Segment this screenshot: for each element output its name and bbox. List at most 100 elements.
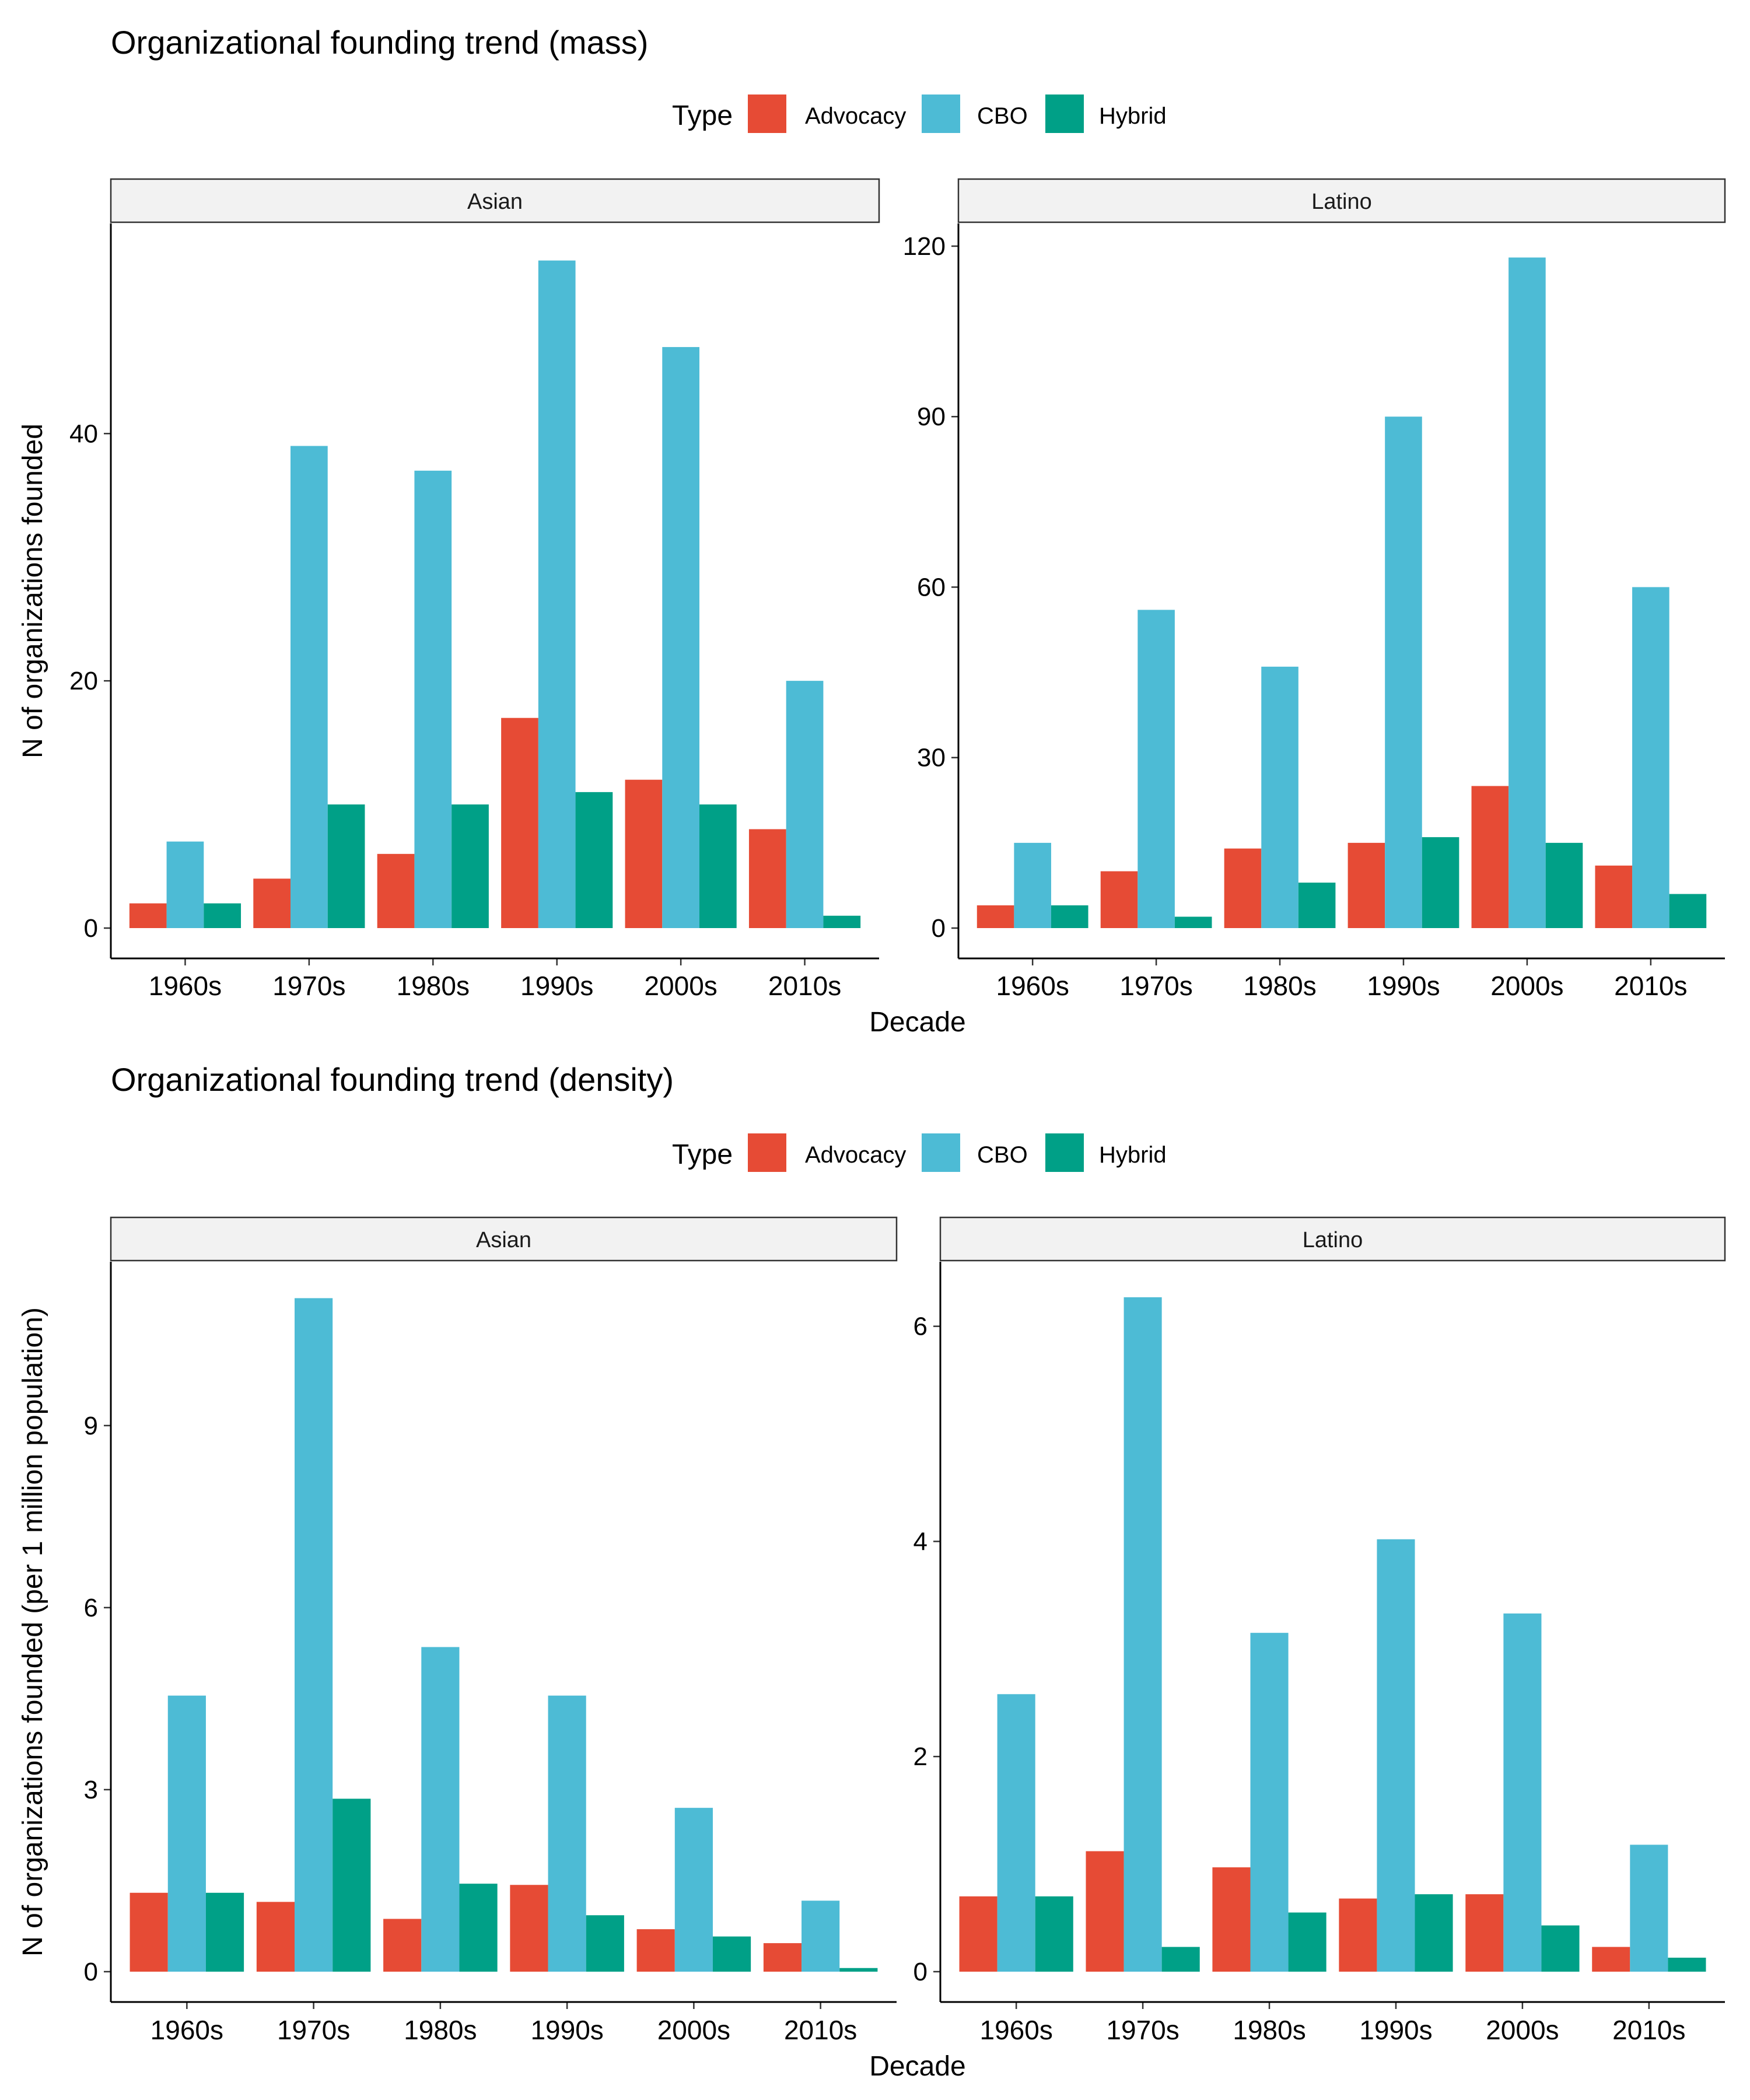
x-axis-label: Decade: [869, 2051, 965, 2082]
x-tick-label: 1990s: [1367, 971, 1440, 1001]
bar-advocacy-1980s: [1224, 848, 1262, 928]
bar-hybrid-1980s: [459, 1884, 498, 1972]
bar-cbo-1990s: [538, 260, 576, 928]
facet-strip-label: Asian: [476, 1228, 531, 1252]
legend-key-advocacy: [748, 1133, 786, 1172]
bar-cbo-1990s: [1385, 416, 1422, 928]
bar-hybrid-2000s: [1545, 842, 1583, 928]
bar-cbo-2010s: [1630, 1845, 1668, 1972]
bar-cbo-1960s: [166, 841, 204, 928]
y-tick-label: 120: [903, 232, 946, 261]
bar-cbo-2000s: [1508, 257, 1546, 928]
y-tick-label: 0: [84, 1958, 98, 1986]
bar-cbo-1970s: [1138, 610, 1175, 928]
legend-key-hybrid: [1045, 1133, 1084, 1172]
bar-advocacy-1990s: [501, 718, 538, 928]
x-tick-label: 1960s: [979, 2015, 1052, 2045]
legend-key-cbo: [922, 1133, 960, 1172]
x-tick-label: 2000s: [1490, 971, 1563, 1001]
bar-hybrid-1980s: [452, 804, 489, 928]
bar-hybrid-1990s: [1415, 1894, 1453, 1972]
y-tick-label: 40: [69, 419, 98, 448]
bar-advocacy-2010s: [763, 1943, 802, 1972]
bar-advocacy-2000s: [625, 779, 663, 928]
facet-strip: [110, 178, 880, 223]
legend-label-hybrid: Hybrid: [1099, 1142, 1167, 1168]
x-tick-label: 1960s: [149, 971, 222, 1001]
bar-advocacy-1960s: [130, 1892, 168, 1972]
bar-hybrid-1980s: [1298, 883, 1336, 928]
legend-label-hybrid: Hybrid: [1099, 103, 1167, 129]
y-tick-label: 9: [84, 1412, 98, 1440]
x-tick-label: 2000s: [657, 2015, 730, 2045]
facet-strip: [939, 1216, 1726, 1262]
panel-asian: Asian 1960s 1970s 1980s 1990s 2000s 2010s 0 20 40: [69, 178, 880, 1001]
y-tick-label: 90: [917, 402, 946, 431]
bar-advocacy-2010s: [748, 829, 786, 928]
y-axis-label: N of organizations founded (per 1 millio…: [18, 1307, 48, 1957]
chart-title: Organizational founding trend (density): [111, 1061, 674, 1098]
bar-advocacy-1970s: [256, 1902, 295, 1972]
x-tick-label: 2010s: [1614, 971, 1687, 1001]
bar-advocacy-1970s: [1100, 871, 1138, 928]
bar-hybrid-1960s: [204, 903, 242, 928]
bar-hybrid-1980s: [1288, 1912, 1326, 1972]
bar-cbo-1980s: [1250, 1633, 1289, 1972]
legend-label-cbo: CBO: [977, 1142, 1028, 1168]
bar-cbo-2000s: [674, 1808, 713, 1972]
bar-hybrid-1960s: [1035, 1896, 1073, 1972]
x-tick-label: 2010s: [768, 971, 841, 1001]
bar-hybrid-2010s: [1668, 1958, 1706, 1972]
legend-key-advocacy: [748, 94, 786, 133]
chart-title: Organizational founding trend (mass): [111, 24, 648, 61]
x-tick-label: 1960s: [150, 2015, 223, 2045]
y-tick-label: 0: [932, 914, 946, 943]
x-tick-label: 1970s: [1106, 2015, 1179, 2045]
bar-hybrid-1970s: [1174, 916, 1212, 928]
panel-asian: Asian 1960s 1970s 1980s 1990s 2000s 2010s 0 3 6 9: [84, 1216, 898, 2045]
x-tick-label: 1980s: [397, 971, 470, 1001]
y-axis-label: N of organizations founded: [18, 424, 48, 758]
legend-key-hybrid: [1045, 94, 1084, 133]
bar-cbo-1960s: [167, 1695, 206, 1972]
x-tick-label: 1970s: [277, 2015, 350, 2045]
bar-hybrid-2010s: [823, 915, 861, 928]
bar-advocacy-2000s: [636, 1929, 675, 1972]
bar-cbo-1970s: [295, 1298, 333, 1972]
bar-cbo-2010s: [802, 1901, 840, 1972]
legend: Type Advocacy CBO Hybrid: [672, 1133, 1167, 1172]
x-tick-label: 2000s: [1486, 2015, 1559, 2045]
bar-advocacy-1960s: [977, 905, 1014, 928]
bar-advocacy-2000s: [1465, 1894, 1504, 1972]
bar-cbo-1970s: [1124, 1297, 1162, 1972]
bar-cbo-1980s: [1261, 666, 1298, 928]
bar-hybrid-1970s: [327, 804, 365, 928]
x-tick-label: 1980s: [404, 2015, 477, 2045]
bar-hybrid-1990s: [575, 792, 613, 928]
x-tick-label: 1960s: [996, 971, 1069, 1001]
x-tick-label: 1980s: [1243, 971, 1316, 1001]
bar-cbo-1980s: [421, 1647, 460, 1972]
bar-hybrid-2010s: [1669, 894, 1707, 928]
bar-cbo-1990s: [548, 1695, 586, 1972]
bar-advocacy-1990s: [1348, 842, 1385, 928]
panel-latino: Latino 1960s 1970s 1980s 1990s 2000s 2010s 0 2 4 6: [914, 1216, 1726, 2045]
y-tick-label: 4: [914, 1527, 928, 1556]
y-tick-label: 3: [84, 1776, 98, 1804]
bar-advocacy-1990s: [510, 1885, 548, 1972]
bar-hybrid-1990s: [586, 1915, 624, 1972]
legend-key-cbo: [922, 94, 960, 133]
y-tick-label: 6: [84, 1594, 98, 1622]
y-tick-label: 20: [69, 667, 98, 695]
bar-cbo-1960s: [997, 1694, 1035, 1972]
bar-hybrid-1970s: [1161, 1947, 1200, 1972]
legend-title: Type: [672, 100, 733, 131]
y-tick-label: 2: [914, 1742, 928, 1771]
y-tick-label: 0: [84, 914, 98, 943]
bar-advocacy-1980s: [377, 853, 415, 928]
bar-cbo-2010s: [786, 681, 824, 928]
bar-cbo-2000s: [1503, 1613, 1542, 1972]
chart-1: Organizational founding trend (mass) Type…: [18, 24, 1726, 1038]
bar-hybrid-1960s: [205, 1892, 244, 1972]
chart-2: Organizational founding trend (density) T…: [18, 1061, 1726, 2082]
